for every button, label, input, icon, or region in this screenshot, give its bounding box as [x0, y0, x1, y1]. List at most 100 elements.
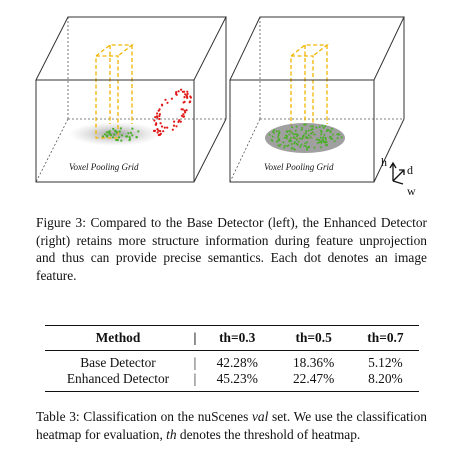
table-caption-text: Classification on the nuScenes [80, 409, 252, 424]
feature-dot [310, 125, 312, 127]
feature-dot [189, 95, 191, 97]
feature-dot [292, 133, 294, 135]
feature-dot [160, 122, 162, 124]
feature-dot [326, 129, 328, 131]
feature-dot [321, 125, 323, 127]
row-method: Enhanced Detector [45, 371, 191, 392]
feature-dot [305, 130, 307, 132]
column-separator: | [191, 371, 199, 392]
feature-dot [331, 128, 333, 130]
axis-indicator [390, 163, 404, 184]
table-caption-label: Table 3: [36, 409, 80, 424]
feature-dot [291, 143, 293, 145]
cell-value: 8.20% [352, 371, 419, 392]
feature-dot [109, 130, 111, 132]
feature-dot [286, 135, 288, 137]
feature-dot [121, 134, 123, 136]
feature-dot [125, 135, 127, 137]
table-caption: Table 3: Classification on the nuScenes … [36, 408, 427, 443]
feature-dot [325, 144, 327, 146]
feature-dot [322, 137, 324, 139]
feature-dot [320, 133, 322, 135]
feature-dot [310, 133, 312, 135]
table-caption-italic-th: th [166, 427, 176, 442]
feature-dot [294, 133, 296, 135]
feature-dot [166, 102, 168, 104]
feature-dot [106, 134, 108, 136]
feature-dot [164, 99, 166, 101]
feature-dot [129, 136, 131, 138]
cell-value: 18.36% [275, 351, 351, 372]
feature-dot [299, 138, 301, 140]
header-th-05: th=0.5 [275, 326, 351, 351]
feature-dot [278, 139, 280, 141]
feature-dot [312, 125, 314, 127]
feature-dot [324, 137, 326, 139]
feature-dot [310, 129, 312, 131]
table-caption-text: denotes the threshold of heatmap. [177, 427, 361, 442]
feature-dot [276, 130, 278, 132]
feature-dot [315, 127, 317, 129]
feature-dot [308, 134, 310, 136]
feature-dot [173, 125, 175, 127]
feature-dot [308, 130, 310, 132]
feature-dot [178, 90, 180, 92]
voxel-box-edges [36, 17, 226, 182]
feature-dot [284, 145, 286, 147]
feature-dot [131, 134, 133, 136]
feature-dot [336, 134, 338, 136]
grid-label: Voxel Pooling Grid [264, 162, 334, 172]
feature-dot [120, 127, 122, 129]
feature-dot [306, 147, 308, 149]
feature-dot [293, 136, 295, 138]
feature-dot [175, 125, 177, 127]
feature-dot [186, 95, 188, 97]
feature-dot [303, 124, 305, 126]
feature-dot [182, 116, 184, 118]
feature-dot [320, 141, 322, 143]
axis-label-h: h [381, 155, 387, 169]
feature-dot [284, 137, 286, 139]
feature-dot [324, 125, 326, 127]
feature-dot [136, 136, 138, 138]
feature-dot [102, 135, 104, 137]
feature-dot [288, 130, 290, 132]
feature-dot [296, 143, 298, 145]
feature-dot [283, 147, 285, 149]
column-separator: | [191, 326, 199, 351]
feature-dot [301, 138, 303, 140]
feature-dot [272, 136, 274, 138]
figure-3: Voxel Pooling Grid Voxel Pooling Grid [0, 0, 462, 210]
feature-dot [117, 139, 119, 141]
feature-dot [331, 138, 333, 140]
table-row: Enhanced Detector | 45.23% 22.47% 8.20% [45, 371, 419, 392]
row-method: Base Detector [45, 351, 191, 372]
feature-dot [181, 108, 183, 110]
feature-dot [131, 128, 133, 130]
feature-dot [158, 118, 160, 120]
feature-dot [153, 119, 155, 121]
header-th-07: th=0.7 [352, 326, 419, 351]
enhanced-detector-panel: Voxel Pooling Grid [230, 17, 404, 182]
feature-dot [299, 146, 301, 148]
cell-value: 22.47% [275, 371, 351, 392]
results-table: Method | th=0.3 th=0.5 th=0.7 Base Detec… [45, 325, 419, 392]
feature-dot [104, 133, 106, 135]
feature-dot [296, 135, 298, 137]
feature-dot [334, 140, 336, 142]
feature-dot [119, 130, 121, 132]
feature-dot [286, 137, 288, 139]
cell-value: 45.23% [199, 371, 275, 392]
feature-dot [184, 101, 186, 103]
feature-dot [306, 136, 308, 138]
axis-label-d: d [407, 163, 413, 177]
table-row: Base Detector | 42.28% 18.36% 5.12% [45, 351, 419, 372]
feature-dot [314, 147, 316, 149]
feature-dot [305, 124, 307, 126]
feature-dot [156, 116, 158, 118]
feature-dot [310, 136, 312, 138]
feature-dot [329, 136, 331, 138]
feature-dot [323, 134, 325, 136]
feature-dot [296, 126, 298, 128]
feature-dot [314, 134, 316, 136]
